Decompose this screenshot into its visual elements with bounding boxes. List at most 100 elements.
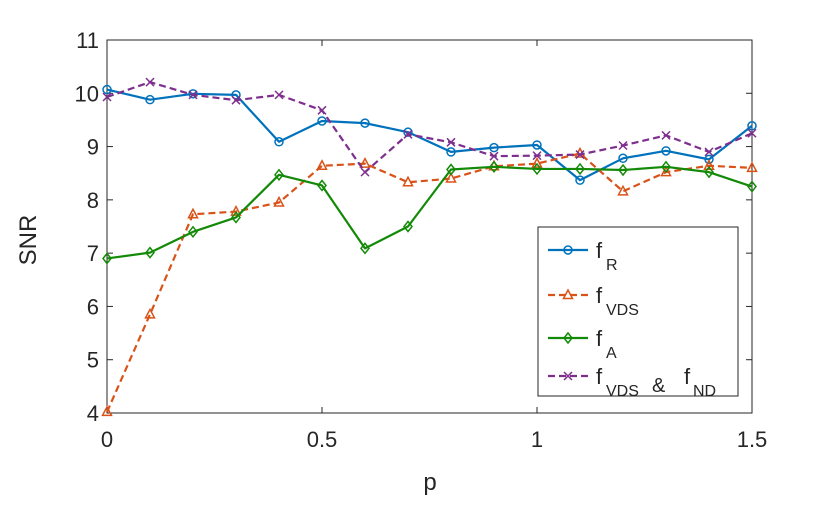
series-4-point <box>747 128 757 138</box>
legend-marker <box>562 288 574 300</box>
series-2-point <box>144 307 156 319</box>
series-1-point <box>532 140 542 150</box>
series-3-point <box>231 211 241 224</box>
series-1-point <box>102 84 112 95</box>
series-2-point <box>359 157 371 168</box>
series-4-point <box>188 90 198 100</box>
series-4 <box>102 77 757 177</box>
series-3-point <box>274 168 284 182</box>
legend-subscript: VDS <box>606 302 639 319</box>
series-1-point <box>661 146 671 156</box>
series-1-point <box>446 147 456 157</box>
series-1-line <box>106 88 753 182</box>
series-2-point <box>617 184 629 196</box>
series-1-point <box>575 175 585 185</box>
legend-subscript-2: ND <box>693 383 716 400</box>
legend-label: f <box>596 238 603 263</box>
legend-label: f <box>596 364 603 389</box>
series-4-point <box>102 92 112 102</box>
series-2-point <box>230 204 242 216</box>
y-tick-label: 6 <box>87 294 99 319</box>
series-2-point <box>703 159 715 171</box>
series-3-point <box>102 252 112 265</box>
series-3-point <box>145 246 155 259</box>
series-1 <box>102 84 757 185</box>
legend-label: f <box>596 326 603 351</box>
series-4-point <box>145 77 155 87</box>
legend-label: f <box>596 283 603 308</box>
series-1-point <box>489 142 499 153</box>
y-tick-label: 4 <box>87 401 99 426</box>
series-4-point <box>403 129 413 139</box>
series-3-point <box>360 242 370 255</box>
series-2-point <box>402 175 414 187</box>
series-3-point <box>403 220 413 233</box>
series-1-point <box>317 116 327 126</box>
series-layer <box>101 77 758 417</box>
series-3-point <box>446 163 456 176</box>
series-1-point <box>188 89 198 99</box>
series-1-point <box>231 90 241 100</box>
y-tick-label: 10 <box>75 81 99 106</box>
series-4-point <box>446 137 456 147</box>
series-4-point <box>661 130 671 140</box>
series-2-point <box>660 165 672 177</box>
y-tick-label: 8 <box>87 188 99 213</box>
series-2-point <box>273 195 285 207</box>
x-tick-label: 0 <box>101 427 113 452</box>
series-3-point <box>575 162 585 176</box>
series-4-point <box>360 167 370 177</box>
series-3-point <box>532 162 542 176</box>
series-2-point <box>531 157 543 168</box>
y-tick-label: 5 <box>87 348 99 373</box>
legend-marker <box>563 371 573 381</box>
series-2-point <box>101 405 113 417</box>
series-3-point <box>747 180 757 193</box>
series-3-point <box>489 160 499 174</box>
series-2-point <box>187 207 199 219</box>
series-4-line <box>106 80 753 174</box>
series-3 <box>102 160 757 265</box>
series-2-point <box>746 161 758 173</box>
legend-box <box>537 226 739 397</box>
series-1-point <box>704 154 714 165</box>
series-3-point <box>317 179 327 192</box>
series-4-point <box>618 140 628 151</box>
series-4-point <box>317 105 327 115</box>
y-tick-label: 11 <box>76 28 99 53</box>
y-tick-label: 7 <box>87 241 99 266</box>
x-tick-label: 1.5 <box>737 427 768 452</box>
series-3-point <box>188 225 198 239</box>
series-4-point <box>575 150 585 160</box>
series-3-point <box>704 165 714 179</box>
series-4-point <box>274 90 284 100</box>
legend-marker <box>563 331 573 345</box>
legend-entry-1: fR <box>548 238 618 274</box>
series-4-point <box>704 147 714 157</box>
y-tick-label: 9 <box>87 135 99 160</box>
series-3-point <box>661 160 671 174</box>
series-1-point <box>145 94 155 105</box>
legend-subscript: VDS <box>606 383 639 400</box>
series-2-point <box>445 171 457 183</box>
series-3-line <box>106 165 753 260</box>
series-2-line <box>105 152 753 413</box>
series-1-point <box>274 137 284 147</box>
x-axis-label: p <box>423 469 436 496</box>
legend-subscript: A <box>606 345 617 362</box>
axis-ticks: 0 0.5 1 1.5 4 5 6 7 8 9 10 11 <box>75 28 768 452</box>
series-2-point <box>316 159 328 171</box>
x-tick-label: 1 <box>531 427 543 452</box>
series-3-point <box>618 163 628 177</box>
series-1-point <box>403 127 413 137</box>
x-tick-label: 0.5 <box>307 427 338 452</box>
series-4-point <box>532 151 542 161</box>
legend-marker <box>563 245 573 255</box>
y-axis-label: SNR <box>15 215 42 266</box>
legend-entry-3: fA <box>548 326 617 362</box>
series-4-point <box>231 95 241 105</box>
